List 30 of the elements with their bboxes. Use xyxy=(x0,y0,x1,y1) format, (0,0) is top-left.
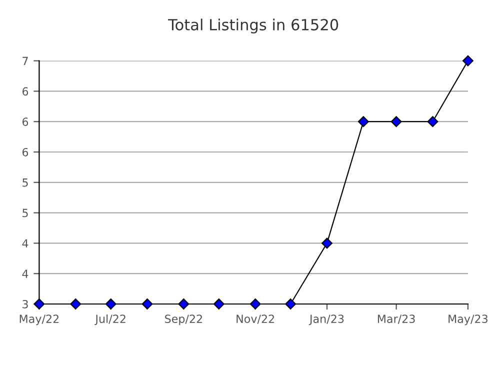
point xyxy=(358,116,369,128)
point xyxy=(427,116,438,128)
x-tick-label: May/23 xyxy=(448,314,488,326)
y-tick-label: 4 xyxy=(22,270,28,278)
point xyxy=(178,298,190,310)
chart-title: Total Listings in 61520 xyxy=(168,18,338,34)
x-tick-label: Jan/23 xyxy=(308,314,344,326)
y-tick-label: 6 xyxy=(22,148,28,156)
point xyxy=(213,298,224,310)
point xyxy=(322,238,332,249)
point xyxy=(390,116,402,128)
x-tick-label: Nov/22 xyxy=(236,314,274,324)
point xyxy=(462,55,474,66)
y-tick-label: 6 xyxy=(22,118,28,126)
point xyxy=(105,298,116,310)
x-tick-label: Sep/22 xyxy=(165,314,202,326)
y-tick-label: 6 xyxy=(22,87,28,96)
y-tick-label: 3 xyxy=(22,300,28,308)
point xyxy=(250,298,261,310)
y-tick-label: 7 xyxy=(22,56,28,66)
y-tick-label: 5 xyxy=(22,178,28,187)
point xyxy=(34,298,45,310)
x-tick-label: Jul/22 xyxy=(94,314,126,326)
point xyxy=(70,298,82,310)
point xyxy=(285,298,296,310)
y-tick-label: 4 xyxy=(22,239,28,248)
x-tick-label: Mar/23 xyxy=(378,314,415,324)
point xyxy=(142,298,153,310)
y-tick-label: 5 xyxy=(22,208,28,218)
x-tick-label: May/22 xyxy=(20,314,59,326)
